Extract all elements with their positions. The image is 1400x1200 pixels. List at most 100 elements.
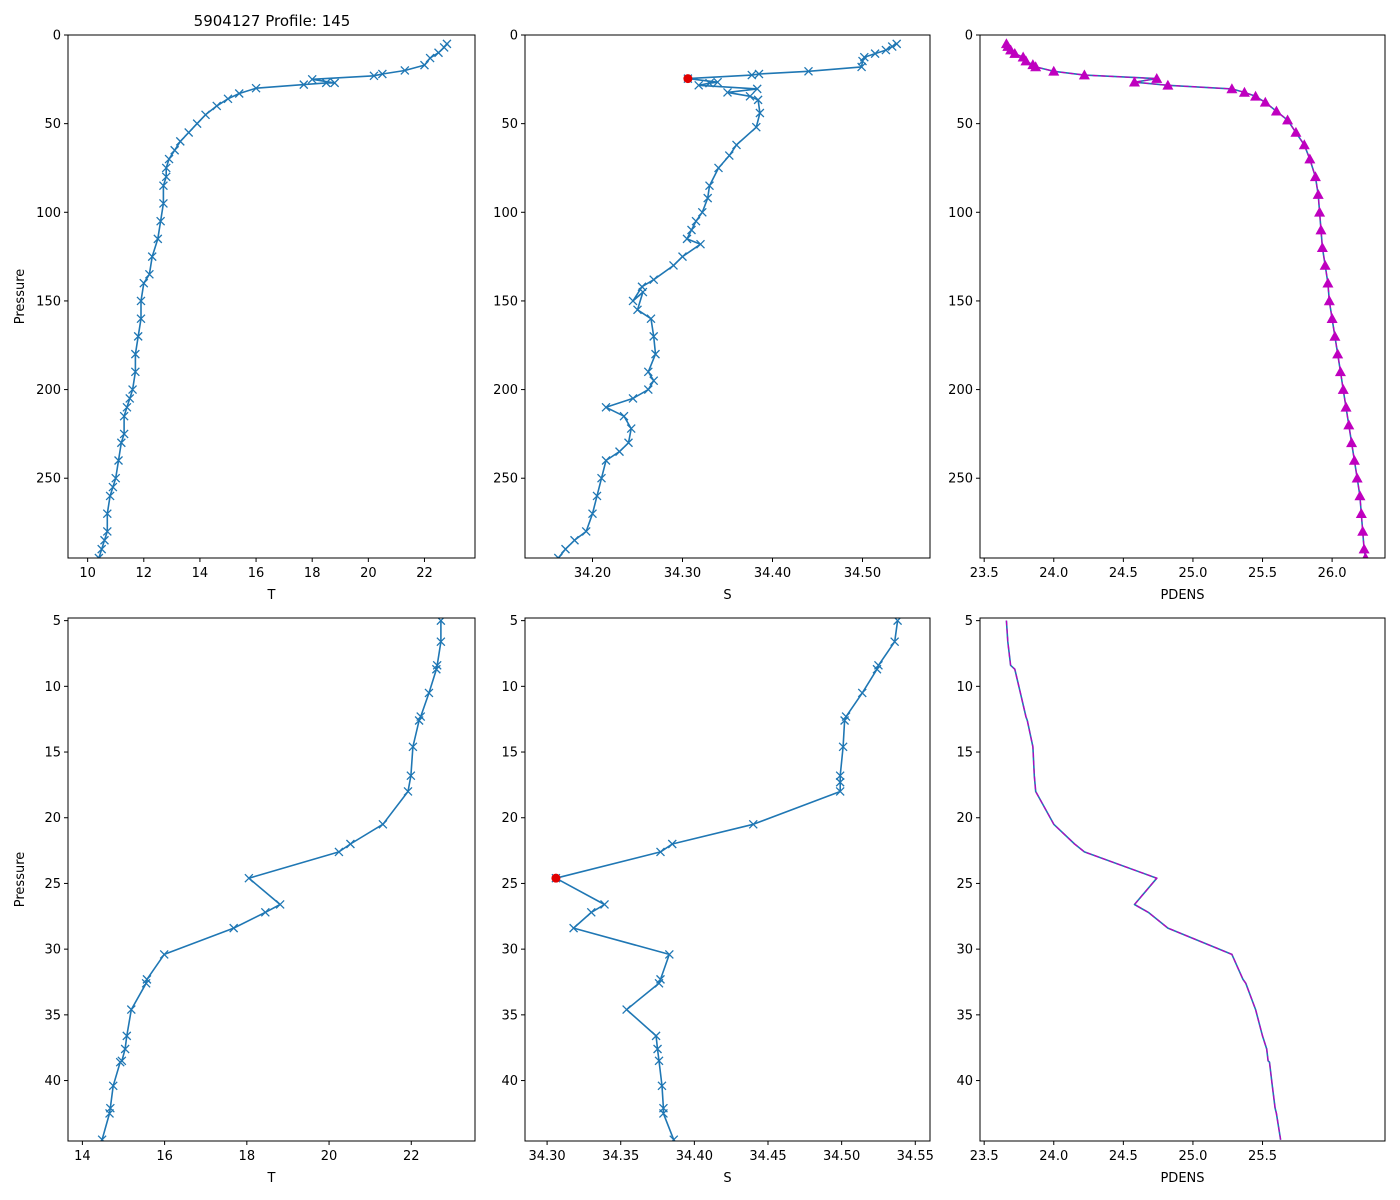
data-point bbox=[153, 234, 163, 244]
data-point bbox=[1309, 171, 1321, 182]
data-point bbox=[212, 101, 222, 111]
x-tick-label: 16 bbox=[156, 1149, 173, 1164]
data-point bbox=[122, 402, 132, 412]
data-point bbox=[633, 305, 642, 315]
data-point bbox=[130, 349, 140, 359]
x-tick-label: 22 bbox=[416, 566, 433, 581]
x-tick-label: 25.0 bbox=[1178, 566, 1207, 581]
data-point bbox=[1343, 419, 1355, 430]
data-point bbox=[116, 438, 126, 448]
data-point bbox=[201, 110, 210, 120]
x-tick-label: 34.50 bbox=[844, 566, 881, 581]
x-axis-label: PDENS bbox=[1160, 1171, 1204, 1186]
data-point bbox=[1128, 76, 1140, 87]
chart-top-PDENS: 23.5 24.0 24.5 25.0 25.5 26.0 0 50 100 150 200 250 P… bbox=[948, 29, 1386, 603]
data-point bbox=[321, 78, 331, 88]
data-point bbox=[1226, 83, 1238, 94]
axes-frame bbox=[524, 34, 931, 559]
data-point bbox=[223, 94, 233, 104]
data-point bbox=[581, 526, 591, 536]
data-point bbox=[1319, 259, 1331, 270]
data-point bbox=[622, 1005, 632, 1015]
data-point bbox=[643, 385, 653, 395]
data-point bbox=[752, 84, 762, 94]
data-point bbox=[184, 128, 194, 137]
data-point bbox=[1270, 105, 1282, 116]
data-point bbox=[1357, 525, 1369, 536]
data-point bbox=[141, 978, 151, 988]
data-point bbox=[588, 509, 597, 519]
y-tick-label: 35 bbox=[44, 1008, 61, 1023]
data-point bbox=[1250, 90, 1262, 101]
data-point bbox=[126, 1005, 136, 1015]
data-point bbox=[158, 198, 168, 208]
chart-bottom-T: 14 16 18 20 22 5 10 15 20 25 30 35 40 T Pressure bbox=[13, 614, 476, 1186]
data-point bbox=[619, 411, 629, 421]
data-point bbox=[1322, 277, 1334, 288]
series-line-overlay bbox=[1005, 620, 1282, 1140]
data-point bbox=[694, 80, 704, 90]
data-point bbox=[664, 949, 674, 959]
data-point bbox=[586, 907, 596, 917]
data-point bbox=[175, 136, 185, 146]
data-point bbox=[108, 1081, 118, 1091]
data-point bbox=[1238, 86, 1250, 97]
data-point bbox=[1323, 295, 1335, 306]
data-point bbox=[1312, 188, 1324, 199]
y-tick-label: 100 bbox=[493, 206, 518, 221]
data-point bbox=[748, 819, 758, 829]
data-point bbox=[705, 78, 714, 88]
data-point bbox=[835, 786, 845, 796]
panels: 10 12 14 16 18 20 22050100150200250TPressure34… bbox=[13, 29, 1386, 1186]
y-tick-label: 40 bbox=[956, 1074, 973, 1089]
data-point bbox=[108, 482, 118, 492]
chart-bottom-S: 34.30 34.35 34.40 34.45 34.50 34.55 5 10 15 20 25 3… bbox=[501, 614, 933, 1186]
y-tick-label: 30 bbox=[44, 943, 61, 958]
data-point bbox=[1298, 139, 1310, 150]
data-point bbox=[136, 296, 146, 306]
data-point bbox=[624, 438, 633, 448]
data-point bbox=[638, 287, 648, 297]
data-point bbox=[881, 45, 891, 55]
data-point bbox=[1348, 454, 1360, 465]
data-point bbox=[369, 71, 379, 81]
data-point bbox=[628, 393, 638, 403]
x-tick-label: 25.0 bbox=[1178, 1149, 1207, 1164]
data-point bbox=[751, 122, 761, 132]
data-point bbox=[1259, 96, 1271, 107]
data-point bbox=[1162, 79, 1174, 90]
data-point bbox=[111, 473, 121, 483]
y-tick-label: 20 bbox=[956, 811, 973, 826]
data-point bbox=[1332, 348, 1344, 359]
plot-area bbox=[97, 618, 446, 1141]
data-point bbox=[653, 1044, 663, 1054]
data-point bbox=[102, 509, 112, 519]
y-tick-label: 150 bbox=[493, 294, 518, 309]
plot-area bbox=[94, 39, 452, 558]
data-point bbox=[378, 819, 388, 829]
y-tick-label: 25 bbox=[956, 877, 973, 892]
data-point bbox=[1355, 508, 1367, 518]
data-point bbox=[139, 278, 149, 288]
data-point bbox=[94, 553, 104, 558]
data-point bbox=[1358, 543, 1370, 554]
data-point bbox=[115, 1057, 125, 1067]
data-point bbox=[703, 193, 713, 203]
x-tick-label: 12 bbox=[136, 566, 153, 581]
data-point bbox=[1290, 126, 1302, 137]
y-tick-label: 5 bbox=[965, 614, 973, 629]
y-tick-label: 200 bbox=[948, 383, 973, 398]
data-point bbox=[838, 742, 848, 752]
x-tick-label: 23.5 bbox=[970, 1149, 999, 1164]
data-point bbox=[156, 216, 166, 226]
x-tick-label: 23.5 bbox=[970, 566, 999, 581]
x-tick-label: 20 bbox=[321, 1149, 338, 1164]
y-tick-label: 150 bbox=[36, 294, 61, 309]
data-point bbox=[615, 447, 624, 457]
y-tick-label: 10 bbox=[501, 680, 518, 695]
x-tick-label: 25.5 bbox=[1248, 1149, 1277, 1164]
axes-frame bbox=[67, 34, 476, 559]
data-point bbox=[1316, 242, 1328, 253]
data-point bbox=[570, 535, 579, 545]
